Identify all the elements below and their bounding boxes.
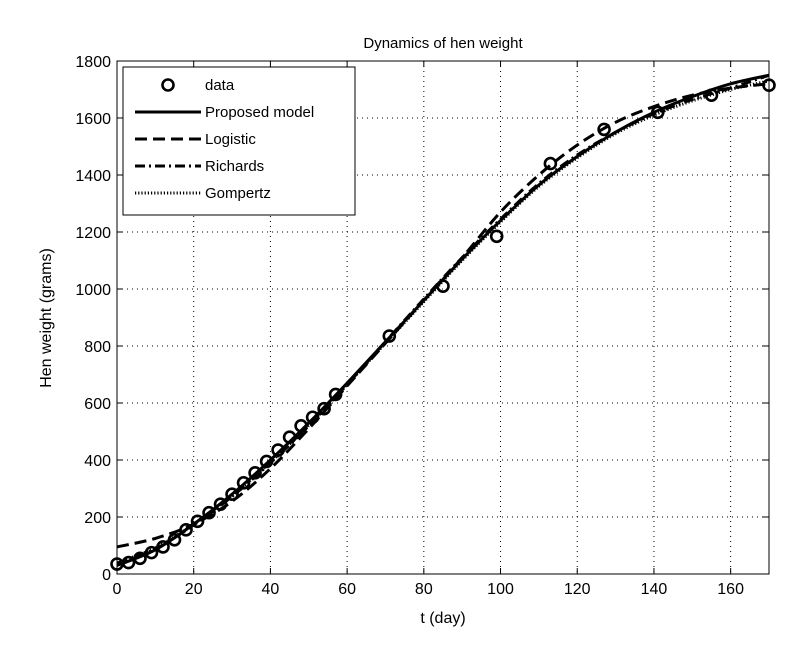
x-tick-label: 60 bbox=[338, 581, 356, 598]
x-tick-label: 140 bbox=[641, 581, 668, 598]
y-tick-label: 400 bbox=[84, 453, 111, 470]
data-point bbox=[236, 475, 251, 490]
y-axis-label: Hen weight (grams) bbox=[38, 248, 55, 388]
data-point bbox=[167, 532, 182, 547]
x-tick-label: 40 bbox=[262, 581, 280, 598]
data-point bbox=[156, 540, 170, 554]
data-point bbox=[213, 497, 228, 511]
data-point bbox=[294, 418, 308, 433]
y-tick-label: 1400 bbox=[75, 168, 111, 185]
legend-label-proposed-model: Proposed model bbox=[205, 104, 314, 121]
y-tick-label: 800 bbox=[84, 339, 111, 356]
data-markers bbox=[110, 78, 776, 571]
data-point bbox=[543, 156, 558, 171]
y-tick-label: 600 bbox=[84, 396, 111, 413]
data-point bbox=[597, 122, 611, 137]
legend-label-data: data bbox=[205, 77, 235, 94]
data-point bbox=[133, 551, 147, 566]
data-point bbox=[382, 329, 397, 343]
data-point bbox=[259, 454, 274, 469]
y-tick-label: 200 bbox=[84, 510, 111, 527]
data-point bbox=[248, 466, 262, 480]
data-point bbox=[328, 387, 343, 402]
plot-frame bbox=[116, 60, 770, 575]
data-point bbox=[489, 229, 504, 244]
chart-title: Dynamics of hen weight bbox=[363, 35, 523, 52]
y-tick-label: 0 bbox=[102, 567, 111, 584]
x-tick-label: 0 bbox=[113, 581, 122, 598]
x-tick-label: 160 bbox=[717, 581, 744, 598]
x-tick-label: 100 bbox=[487, 581, 514, 598]
legend-label-logistic: Logistic bbox=[205, 131, 256, 148]
legend: data Proposed model Logistic Richards Gomper… bbox=[122, 66, 356, 216]
data-point bbox=[317, 401, 331, 416]
x-tick-label: 120 bbox=[564, 581, 591, 598]
x-tick-label: 20 bbox=[185, 581, 203, 598]
legend-marker-data bbox=[161, 78, 175, 92]
data-point bbox=[271, 443, 285, 457]
data-point bbox=[282, 430, 297, 445]
x-tick-label: 80 bbox=[415, 581, 433, 598]
y-tick-label: 1200 bbox=[75, 225, 111, 242]
legend-label-gompertz: Gompertz bbox=[205, 185, 271, 202]
data-point bbox=[704, 88, 719, 102]
y-tick-label: 1800 bbox=[75, 54, 111, 71]
data-point bbox=[202, 505, 216, 520]
data-point bbox=[650, 105, 665, 120]
data-point bbox=[305, 410, 320, 425]
data-point bbox=[144, 545, 159, 560]
legend-box bbox=[122, 66, 356, 216]
legend-label-richards: Richards bbox=[205, 158, 264, 175]
data-point bbox=[225, 487, 239, 502]
data-point bbox=[190, 514, 205, 529]
y-tick-label: 1000 bbox=[75, 282, 111, 299]
data-point bbox=[121, 555, 136, 570]
axis-ticks: 0 20 40 60 80 100 120 140 1600200400600800100012… bbox=[75, 54, 769, 598]
data-point bbox=[179, 523, 193, 537]
data-point bbox=[436, 279, 450, 293]
series-line-logistic bbox=[116, 82, 770, 549]
x-axis-label: t (day) bbox=[420, 610, 465, 627]
y-tick-label: 1600 bbox=[75, 111, 111, 128]
